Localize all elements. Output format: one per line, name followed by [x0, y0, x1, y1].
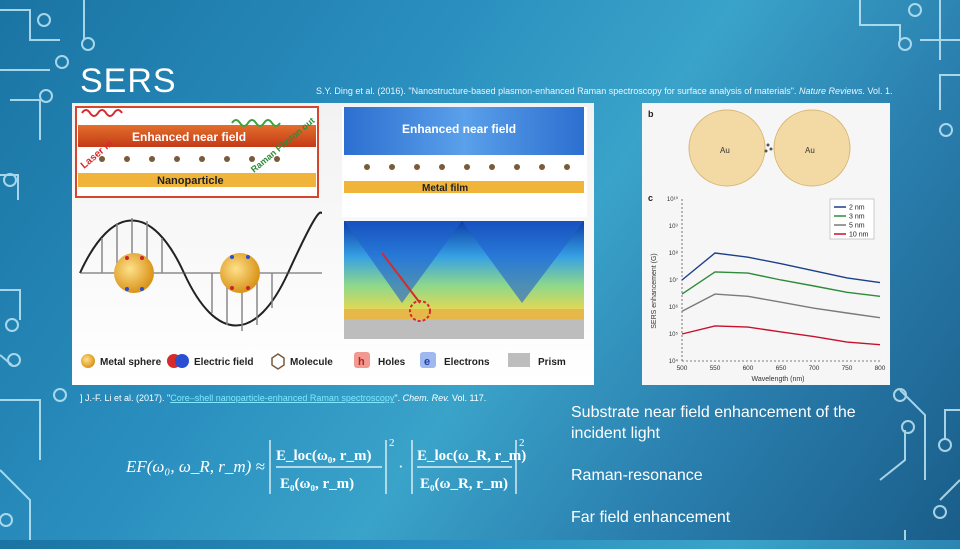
top-citation-volume: Vol. 1.: [865, 86, 893, 96]
enhancement-formula: EF(ω₀, ω_R, r_m) ≈ E_loc(ω₀, r_m) E₀(ω₀,…: [125, 437, 526, 494]
nanoparticle-label: Nanoparticle: [157, 175, 224, 187]
x-tick-label: 600: [743, 365, 754, 372]
y-tick-label: 10⁶: [669, 304, 679, 311]
y-tick-label: 10⁴: [669, 358, 679, 365]
formula-lhs: EF(ω₀, ω_R, r_m) ≈: [125, 457, 265, 476]
bullet-item: Substrate near field enhancement of the …: [571, 404, 856, 442]
figure-sers-enhancement: b Au Au c SERS enhancement (G) Wavelengt…: [642, 103, 890, 385]
y-tick-label: 10⁵: [669, 331, 679, 338]
x-tick-label: 550: [710, 365, 721, 372]
legend-box: [829, 198, 875, 240]
x-tick-label: 700: [809, 365, 820, 372]
legend-label: 5 nm: [849, 223, 865, 230]
x-tick-label: 650: [776, 365, 787, 372]
formula-dot: ·: [398, 457, 404, 476]
legend-electrons-symbol: e: [424, 356, 430, 368]
x-tick-label: 750: [842, 365, 853, 372]
panel-c-label: c: [648, 193, 653, 203]
formula-num1: E_loc(ω₀, r_m): [276, 448, 371, 464]
bottom-citation-prefix: ] J.-F. Li et al. (2017). ": [80, 393, 171, 403]
top-citation-journal: Nature Reviews.: [798, 86, 865, 96]
x-tick-label: 800: [875, 365, 886, 372]
y-tick-label: 10⁹: [669, 223, 679, 230]
slide-title: SERS: [80, 62, 177, 100]
bottom-citation-journal: Chem. Rev.: [402, 393, 450, 403]
figure-plasmon-schematic: Enhanced near field Laser in Raman Photo…: [72, 103, 594, 385]
legend-molecule: Molecule: [290, 357, 333, 368]
panel-b-label: b: [648, 109, 654, 119]
near-field-label-2: Enhanced near field: [402, 122, 516, 136]
bottom-citation-link[interactable]: Core–shell nanoparticle-enhanced Raman s…: [170, 393, 395, 403]
legend-label: 10 nm: [849, 232, 869, 239]
near-field-label-1: Enhanced near field: [132, 130, 246, 144]
legend-holes: Holes: [378, 357, 406, 368]
series-line-5-nm: [681, 293, 881, 319]
legend-electrons: Electrons: [444, 357, 490, 368]
x-tick-label: 500: [677, 365, 688, 372]
series-line-3-nm: [681, 271, 881, 297]
y-tick-label: 10⁷: [669, 277, 678, 284]
top-citation: S.Y. Ding et al. (2016). "Nanostructure-…: [316, 86, 893, 96]
y-tick-label: 10¹⁰: [667, 196, 679, 203]
series-line-2-nm: [681, 252, 881, 284]
bottom-citation: ] J.-F. Li et al. (2017). "Core–shell na…: [80, 393, 486, 403]
legend-holes-symbol: h: [358, 356, 365, 368]
y-tick-label: 10⁸: [669, 250, 679, 257]
au-right-label: Au: [805, 146, 815, 155]
legend-prism: Prism: [538, 357, 566, 368]
legend-label: 3 nm: [849, 214, 865, 221]
bullet-item: Far field enhancement: [571, 509, 731, 526]
formula-num2: E_loc(ω_R, r_m): [417, 448, 526, 464]
formula-exp1: 2: [389, 437, 395, 449]
legend-electric-field: Electric field: [194, 357, 253, 368]
metal-film-label: Metal film: [422, 183, 468, 194]
bottom-citation-volume: Vol. 117.: [449, 393, 487, 403]
bullet-list: Substrate near field enhancement of the …: [571, 402, 901, 549]
legend-metal-sphere: Metal sphere: [100, 357, 162, 368]
formula-den1: E₀(ω₀, r_m): [280, 476, 354, 492]
bottom-citation-suffix: ".: [394, 393, 403, 403]
formula-exp2: 2: [519, 437, 525, 449]
series-line-10-nm: [681, 325, 881, 346]
formula-den2: E₀(ω_R, r_m): [420, 476, 508, 492]
legend-label: 2 nm: [849, 205, 865, 212]
au-left-label: Au: [720, 146, 730, 155]
top-citation-text: S.Y. Ding et al. (2016). "Nanostructure-…: [316, 86, 799, 96]
bullet-item: Raman-resonance: [571, 467, 703, 484]
plot-area: 500 550 600 650 700 750 800 10⁴ 10⁵ 10⁶ 10⁷ 10⁸ 10⁹ 1…: [667, 196, 886, 372]
x-axis-label: Wavelength (nm): [751, 376, 804, 383]
y-axis-label: SERS enhancement (G): [651, 253, 658, 328]
